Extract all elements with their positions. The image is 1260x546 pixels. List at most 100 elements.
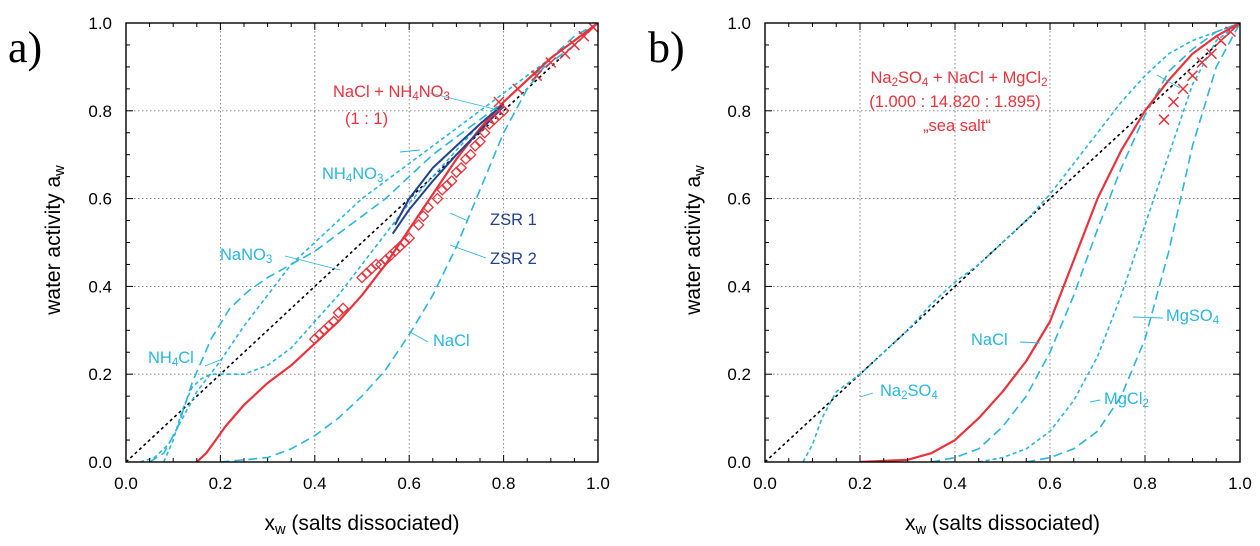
panel-label: b) [648,23,685,72]
marker-cross [587,23,598,33]
annotation-label: Na2SO4 [880,382,938,402]
marker-cross [512,83,524,95]
marker-cross [545,56,557,69]
marker-diamond [445,175,458,187]
annotation-label: MgCl2 [1104,390,1149,410]
x-tick-label: 1.0 [1228,474,1252,493]
annotation-leader [449,244,487,259]
y-tick-label: 0.2 [727,365,751,384]
series-line-mixture [859,23,1240,462]
marker-diamond [478,126,491,139]
annotation-label: „sea salt“ [923,117,991,135]
x-tick-label: 0.0 [753,474,777,493]
annotation-label: ZSR 1 [490,211,537,229]
series-line-single [1026,23,1240,462]
marker-cross [568,39,580,51]
plot-area [765,23,1240,462]
x-axis-title: xw (salts dissociated) [905,512,1100,538]
annotation-label: NaCl + NH4NO3 [333,83,450,103]
annotation-label: NaNO3 [220,246,272,266]
annotation-leader [1156,74,1181,89]
marker-cross [1215,35,1227,47]
annotation-leader [409,331,429,343]
panel-b: 0.0 0.2 0.4 0.6 0.8 1.0 0.0 0.2 0.4 0.6 0.8 1.0 xw (… [648,14,1252,538]
series-line-mixture [196,23,598,462]
y-tick-label: 0.0 [88,453,112,472]
marker-diamond [337,302,350,315]
marker-cross [1196,56,1208,69]
series-line-single [978,23,1240,462]
marker-cross [1186,70,1199,82]
marker-diamond [327,315,340,328]
y-tick-label: 0.8 [88,102,112,121]
x-tick-label: 0.2 [848,474,872,493]
annotation-leader [204,359,221,367]
y-tick-label: 1.0 [88,14,112,33]
annotation-leader [429,92,499,111]
marker-diamond [412,219,425,231]
y-tick-label: 0.2 [88,365,112,384]
marker-cross [1158,114,1170,126]
series-line-zsr [391,105,505,235]
annotation-leader [1019,341,1041,344]
marker-diamond [464,148,477,161]
marker-cross [1224,26,1237,38]
x-tick-label: 0.4 [303,474,327,493]
y-axis-title: water activity aw [42,165,68,316]
marker-cross [493,96,505,108]
x-tick-label: 0.8 [1133,474,1157,493]
annotation-label: NH4NO3 [322,165,383,185]
x-tick-label: 0.4 [943,474,967,493]
x-tick-label: 0.6 [397,474,421,493]
marker-diamond [474,135,486,148]
annotation-label: NH4Cl [148,349,194,369]
annotation-leader [449,212,469,222]
marker-cross [1167,96,1180,108]
marker-cross [559,48,571,60]
marker-diamond [455,161,468,174]
annotation-label: (1 : 1) [345,110,388,128]
series-line-single [220,23,598,462]
marker-diamond [497,104,510,117]
y-tick-label: 0.4 [727,277,751,296]
x-tick-label: 0.8 [492,474,516,493]
series-line-single [139,23,598,462]
annotation-label: ZSR 2 [490,250,537,268]
marker-diamond [422,201,434,214]
marker-diamond [370,258,383,271]
marker-diamond [417,210,430,223]
marker-cross [1234,23,1240,29]
y-tick-label: 0.0 [727,453,751,472]
annotation-label: Na2SO4 + NaCl + MgCl2 [871,69,1048,89]
x-tick-label: 1.0 [586,474,610,493]
marker-diamond [431,192,444,205]
annotation-label: NaCl [433,332,470,350]
marker-diamond [403,232,416,245]
y-tick-label: 0.8 [727,102,751,121]
annotation-label: MgSO4 [1166,307,1220,327]
annotation-label: (1.000 : 14.820 : 1.895) [869,93,1041,111]
annotation-leader [284,255,341,271]
annotation-leader [859,392,874,398]
annotation-leader [1132,316,1164,319]
plot-area [126,23,598,462]
x-axis-title: xw (salts dissociated) [264,512,459,538]
y-axis-title: water activity aw [682,165,708,316]
panel-label: a) [8,23,42,72]
marker-cross [531,70,543,82]
x-tick-label: 0.6 [1038,474,1062,493]
x-tick-label: 0.2 [209,474,233,493]
y-tick-label: 0.6 [727,190,751,209]
y-tick-label: 1.0 [727,14,751,33]
y-tick-label: 0.6 [88,190,112,209]
marker-cross [1205,48,1218,60]
annotation-label: NaCl [971,331,1008,349]
panel-a: 0.0 0.2 0.4 0.6 0.8 1.0 0.0 0.2 0.4 0.6 0.8 1.0 xw (… [8,14,610,538]
y-tick-label: 0.4 [88,277,112,296]
series-line-zsr [394,103,505,226]
annotation-leader [399,149,421,153]
x-tick-label: 0.0 [114,474,138,493]
marker-cross [578,30,590,42]
